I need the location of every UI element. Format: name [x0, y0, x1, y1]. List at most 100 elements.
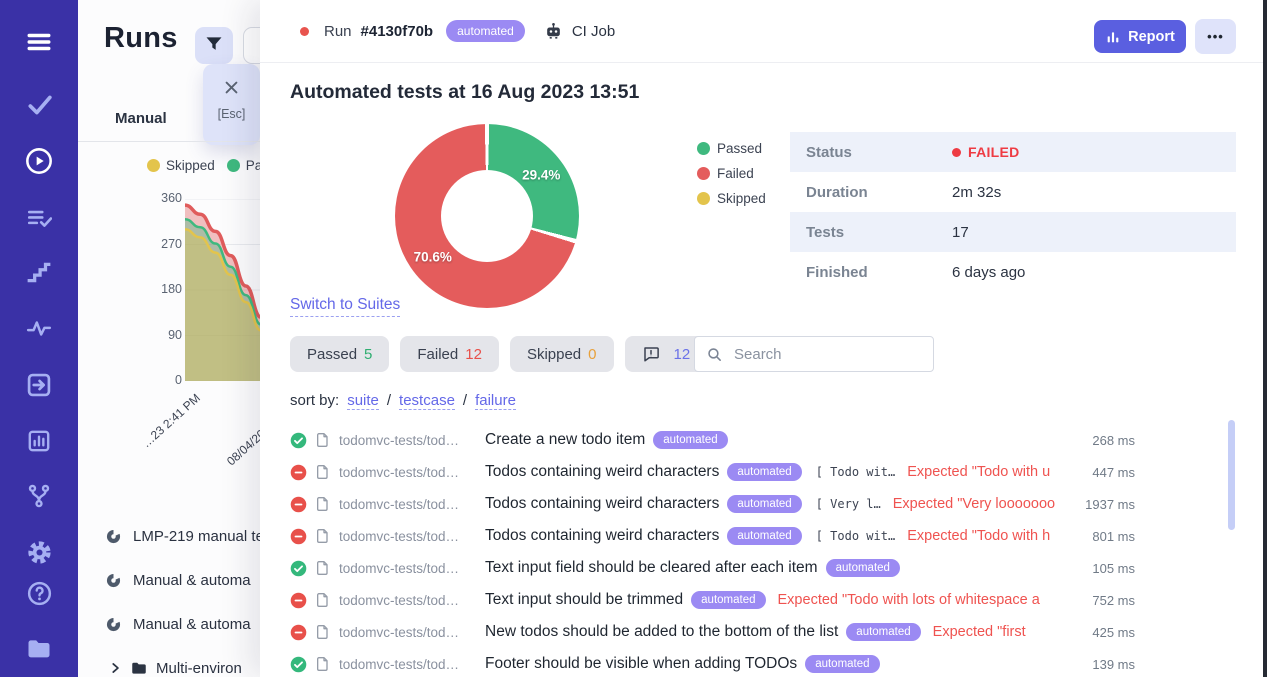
test-name: Text input field should be cleared after…	[485, 559, 818, 576]
test-duration: 801 ms	[1092, 528, 1135, 544]
run-pie-icon	[106, 529, 121, 544]
test-row[interactable]: todomvc-tests/tod… Todos containing weir…	[290, 456, 1135, 488]
test-path: todomvc-tests/tod…	[339, 464, 460, 480]
play-circle-icon[interactable]	[25, 147, 53, 175]
test-row[interactable]: todomvc-tests/tod… Todos containing weir…	[290, 488, 1135, 520]
file-icon	[315, 464, 331, 480]
summary-row-value: FAILED	[968, 144, 1020, 160]
legend-dot	[697, 142, 710, 155]
filter-button[interactable]	[195, 27, 233, 64]
runs-panel: Runs [Esc] Manual Skipped Passed	[78, 0, 303, 677]
tab-manual[interactable]: Manual	[115, 110, 167, 127]
automated-badge: automated	[825, 559, 900, 577]
run-list-item[interactable]: Manual & automa	[78, 570, 260, 590]
switch-to-suites-link[interactable]: Switch to Suites	[290, 296, 401, 317]
pill-count: 0	[588, 345, 597, 363]
file-icon	[315, 528, 331, 544]
list-check-icon[interactable]	[25, 204, 53, 232]
test-duration: 752 ms	[1092, 592, 1135, 608]
test-duration: 105 ms	[1092, 560, 1135, 576]
bar-chart-icon[interactable]	[25, 427, 53, 455]
test-row[interactable]: todomvc-tests/tod… Text input field shou…	[290, 552, 1135, 584]
failed-status-dot	[300, 26, 309, 36]
run-list-item[interactable]: Manual & automa	[78, 614, 260, 634]
sidebar	[0, 0, 78, 677]
passed-icon	[290, 432, 307, 449]
donut-legend: Passed Failed Skipped	[697, 141, 766, 206]
sign-in-icon[interactable]	[25, 371, 53, 399]
automated-badge: automated	[446, 20, 525, 42]
filter-pill[interactable]: 12	[624, 336, 708, 372]
x-axis-tick: …23 2:41 PM	[139, 390, 203, 451]
close-panel-button[interactable]: [Esc]	[203, 64, 260, 145]
test-path: todomvc-tests/tod…	[339, 432, 460, 448]
run-list-item[interactable]: LMP-219 manual te	[78, 526, 260, 546]
summary-row-label: Status	[806, 143, 852, 161]
folder-icon[interactable]	[25, 634, 53, 662]
ci-job-label[interactable]: CI Job	[571, 22, 616, 40]
test-row[interactable]: todomvc-tests/tod… Text input should be …	[290, 584, 1135, 616]
report-button-label: Report	[1128, 28, 1175, 45]
window-scrollbar-edge[interactable]	[1263, 0, 1267, 677]
test-name: Todos containing weird characters	[485, 463, 720, 480]
filter-pill[interactable]: Skipped 0	[509, 336, 614, 372]
pill-label: Failed	[417, 345, 459, 363]
robot-icon	[544, 22, 563, 41]
y-axis-tick: 180	[161, 282, 182, 296]
comment-icon	[642, 345, 660, 363]
test-snippet: [ Todo wit…	[815, 465, 896, 479]
file-icon	[315, 496, 331, 512]
summary-row-label: Finished	[806, 263, 868, 281]
pill-count: 12	[465, 345, 482, 363]
test-list: todomvc-tests/tod… Create a new todo ite…	[290, 424, 1135, 677]
test-error: Expected "Todo with h	[907, 528, 1051, 544]
runs-chart-legend: Skipped Passed	[147, 158, 260, 173]
test-name: New todos should be added to the bottom …	[485, 623, 839, 640]
more-button[interactable]: •••	[1195, 19, 1236, 54]
run-list-item[interactable]: Multi-environ	[78, 658, 260, 677]
file-icon	[315, 560, 331, 576]
legend-dot	[226, 159, 240, 172]
report-button[interactable]: Report	[1094, 20, 1186, 53]
filter-pill[interactable]: Passed 5	[290, 336, 390, 372]
activity-icon[interactable]	[25, 315, 53, 343]
gear-icon[interactable]	[25, 538, 53, 566]
test-row[interactable]: todomvc-tests/tod… Create a new todo ite…	[290, 424, 1135, 456]
filter-pill[interactable]: Failed 12	[400, 336, 499, 372]
check-icon[interactable]	[25, 91, 53, 119]
legend-label: Skipped	[166, 158, 215, 173]
file-icon	[315, 592, 331, 608]
sort-bar: sort by: suite / testcase / failure	[290, 392, 524, 410]
run-item-label: Manual & automa	[133, 615, 251, 633]
chevron-right-icon[interactable]	[108, 661, 122, 675]
sort-label: sort by:	[290, 392, 340, 409]
test-row[interactable]: todomvc-tests/tod… Footer should be visi…	[290, 648, 1135, 677]
failed-icon	[290, 592, 307, 609]
sort-link[interactable]: testcase	[399, 392, 455, 410]
test-error: Expected "first	[932, 624, 1026, 640]
scrollbar-thumb[interactable]	[1228, 420, 1235, 530]
donut-percboth-label: 29.4%	[522, 167, 561, 183]
run-item-label: Multi-environ	[156, 659, 242, 677]
test-snippet: [ Very l…	[815, 497, 881, 511]
runs-list: LMP-219 manual te Manual & automa	[78, 526, 260, 677]
git-branch-icon[interactable]	[25, 482, 53, 510]
search-input[interactable]	[732, 344, 922, 364]
test-row[interactable]: todomvc-tests/tod… New todos should be a…	[290, 616, 1135, 648]
test-duration: 1937 ms	[1085, 496, 1135, 512]
help-icon[interactable]	[25, 579, 53, 607]
stairs-icon[interactable]	[25, 259, 53, 287]
failed-icon	[290, 464, 307, 481]
test-duration: 425 ms	[1092, 624, 1135, 640]
legend-item: Passed	[226, 158, 260, 173]
sort-link[interactable]: failure	[475, 392, 516, 410]
automated-badge: automated	[727, 463, 802, 481]
sort-link[interactable]: suite	[347, 392, 379, 410]
status-dot	[952, 147, 961, 157]
legend-item: Failed	[697, 166, 766, 181]
menu-icon[interactable]	[25, 28, 53, 56]
test-row[interactable]: todomvc-tests/tod… Todos containing weir…	[290, 520, 1135, 552]
summary-row-value: 2m 32s	[952, 183, 1002, 201]
run-item-label: LMP-219 manual te	[133, 527, 260, 545]
run-detail-panel: Run #4130f70b automated CI Job Report ••…	[260, 0, 1267, 677]
